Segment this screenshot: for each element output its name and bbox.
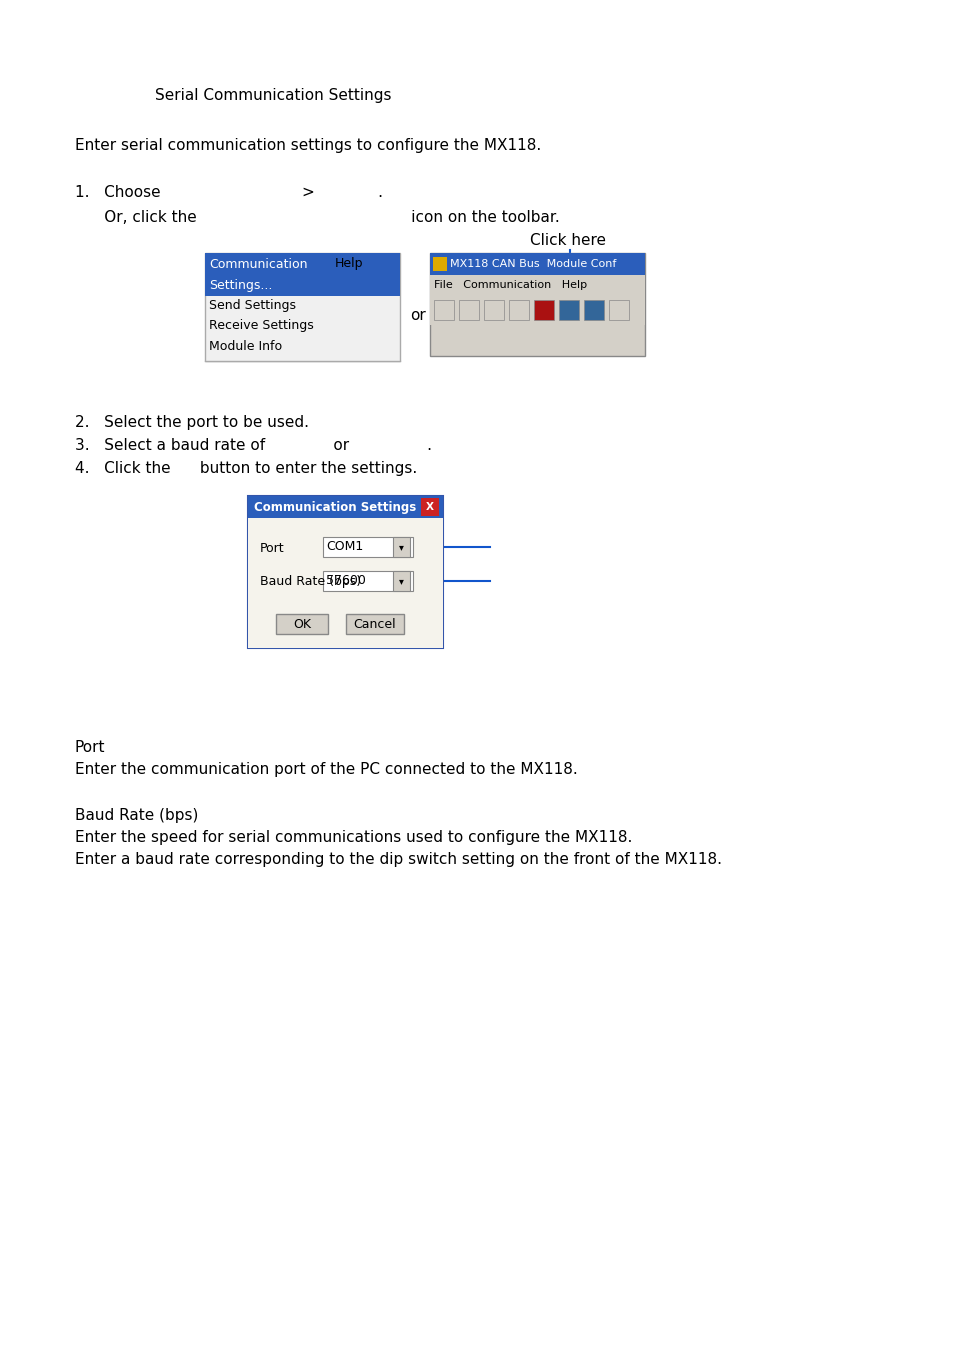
Text: X: X xyxy=(426,503,434,512)
Text: Baud Rate (bps): Baud Rate (bps) xyxy=(75,808,198,823)
Bar xyxy=(323,571,413,590)
Text: MX118 CAN Bus  Module Conf: MX118 CAN Bus Module Conf xyxy=(450,259,616,269)
Bar xyxy=(248,496,442,648)
Text: Baud Rate (bps): Baud Rate (bps) xyxy=(260,576,361,589)
Text: Enter the communication port of the PC connected to the MX118.: Enter the communication port of the PC c… xyxy=(75,762,578,777)
Bar xyxy=(205,253,399,276)
Bar xyxy=(483,300,503,320)
Bar xyxy=(434,300,454,320)
Text: Port: Port xyxy=(260,542,284,554)
Text: Enter serial communication settings to configure the MX118.: Enter serial communication settings to c… xyxy=(75,138,540,153)
Text: Click here: Click here xyxy=(530,232,605,249)
Text: Settings...: Settings... xyxy=(209,280,273,293)
Text: File   Communication   Help: File Communication Help xyxy=(434,280,586,290)
Text: 57600: 57600 xyxy=(326,574,366,588)
Text: Module Info: Module Info xyxy=(209,339,282,353)
Text: or: or xyxy=(410,308,425,323)
Bar xyxy=(430,253,644,357)
Bar xyxy=(248,517,442,648)
Text: 3.   Select a baud rate of              or                .: 3. Select a baud rate of or . xyxy=(75,438,432,453)
Bar xyxy=(430,253,644,276)
Text: Serial Communication Settings: Serial Communication Settings xyxy=(154,88,391,103)
Bar xyxy=(608,300,628,320)
Bar xyxy=(534,300,554,320)
Bar xyxy=(205,253,399,361)
Text: COM1: COM1 xyxy=(326,540,363,554)
Text: 2.   Select the port to be used.: 2. Select the port to be used. xyxy=(75,415,309,430)
Text: Send Settings: Send Settings xyxy=(209,300,295,312)
Text: Receive Settings: Receive Settings xyxy=(209,319,314,332)
Bar xyxy=(393,571,410,590)
Text: Communication Settings: Communication Settings xyxy=(253,500,416,513)
Bar xyxy=(393,536,410,557)
Bar xyxy=(420,499,438,516)
Text: Help: Help xyxy=(335,258,363,270)
Text: Port: Port xyxy=(75,740,106,755)
Bar xyxy=(430,276,644,295)
Text: 4.   Click the      button to enter the settings.: 4. Click the button to enter the setting… xyxy=(75,461,416,476)
Text: Or, click the                                            icon on the toolbar.: Or, click the icon on the toolbar. xyxy=(75,209,559,226)
Bar xyxy=(583,300,603,320)
Bar xyxy=(275,613,328,634)
Text: Enter a baud rate corresponding to the dip switch setting on the front of the MX: Enter a baud rate corresponding to the d… xyxy=(75,852,721,867)
Bar xyxy=(205,276,399,296)
Bar xyxy=(433,257,447,272)
Bar xyxy=(558,300,578,320)
Bar xyxy=(346,613,403,634)
Text: ▾: ▾ xyxy=(398,542,403,553)
Text: OK: OK xyxy=(293,617,311,631)
Bar xyxy=(430,295,644,326)
Text: Communication: Communication xyxy=(209,258,307,270)
Bar xyxy=(248,496,442,517)
Text: Cancel: Cancel xyxy=(354,617,395,631)
Text: 1.   Choose                             >             .: 1. Choose > . xyxy=(75,185,382,200)
Bar xyxy=(323,536,413,557)
Bar xyxy=(458,300,478,320)
Bar xyxy=(509,300,529,320)
Text: Enter the speed for serial communications used to configure the MX118.: Enter the speed for serial communication… xyxy=(75,830,632,844)
Text: ▾: ▾ xyxy=(398,576,403,586)
